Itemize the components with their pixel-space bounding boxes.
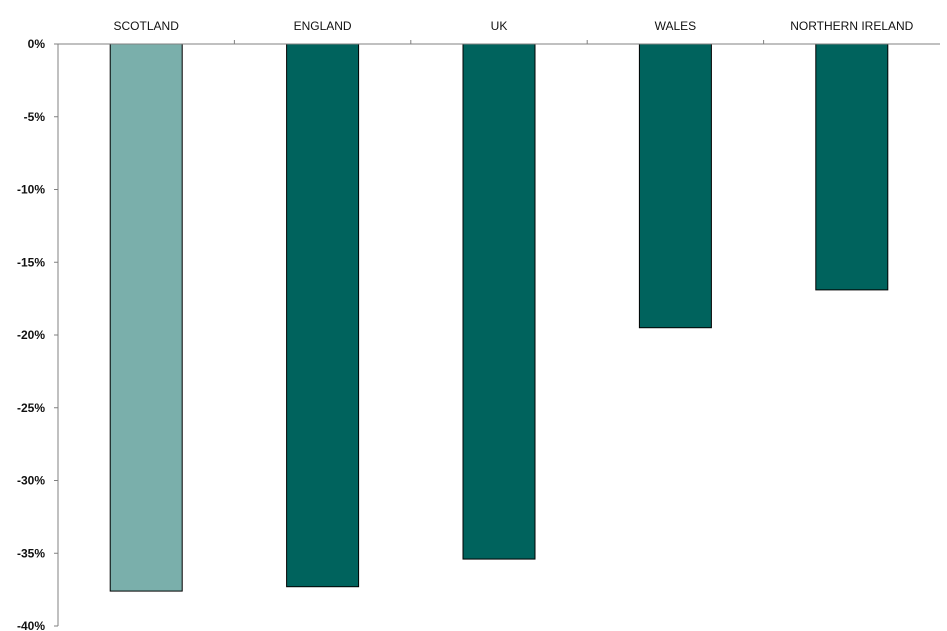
category-label: WALES bbox=[655, 19, 697, 33]
category-label: NORTHERN IRELAND bbox=[790, 19, 913, 33]
x-axis: SCOTLAND ENGLAND UK WALES NORTHERN IRELAND bbox=[58, 19, 940, 45]
y-tick-label: -20% bbox=[17, 328, 45, 342]
y-tick-label: -10% bbox=[17, 183, 45, 197]
bar-wales bbox=[638, 43, 712, 329]
category-label: ENGLAND bbox=[294, 19, 352, 33]
y-axis: 0% -5% -10% -15% -20% -25% -30% -35% -40% bbox=[17, 37, 59, 631]
category-label: UK bbox=[491, 19, 508, 33]
bars bbox=[109, 43, 889, 592]
bar-uk bbox=[462, 43, 536, 560]
y-tick-label: -35% bbox=[17, 546, 45, 560]
y-tick-label: 0% bbox=[28, 37, 46, 51]
bar-scotland bbox=[109, 43, 183, 592]
y-tick-label: -15% bbox=[17, 255, 45, 269]
y-tick-label: -25% bbox=[17, 401, 45, 415]
y-tick-label: -5% bbox=[24, 110, 46, 124]
y-tick-label: -40% bbox=[17, 619, 45, 631]
category-label: SCOTLAND bbox=[114, 19, 180, 33]
y-tick-label: -30% bbox=[17, 474, 45, 488]
bar-england bbox=[286, 43, 360, 588]
bar-northern-ireland bbox=[815, 43, 889, 291]
